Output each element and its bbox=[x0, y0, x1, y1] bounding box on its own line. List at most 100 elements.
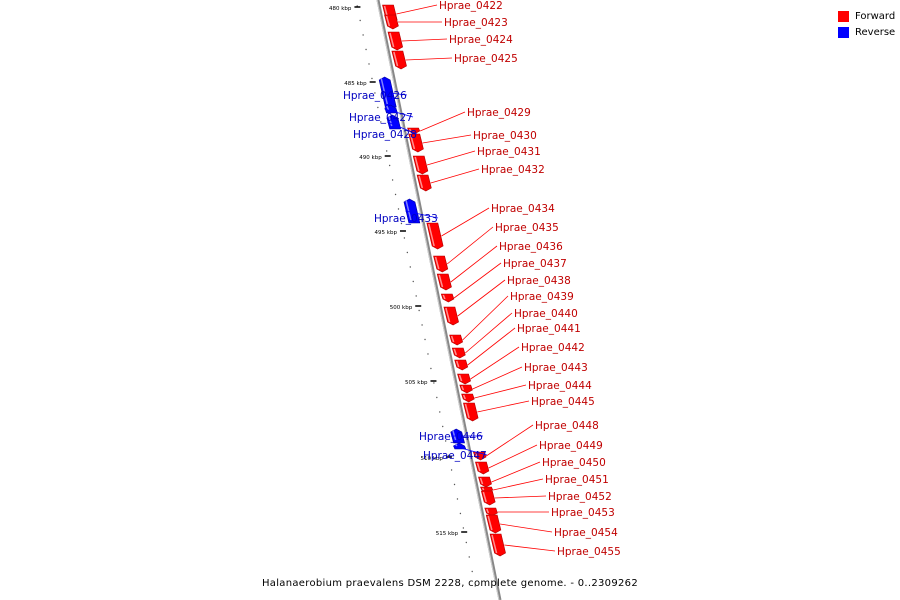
gene-highlight bbox=[393, 51, 399, 67]
gene-leader-line bbox=[462, 295, 509, 341]
minor-tick bbox=[442, 425, 444, 428]
minor-tick bbox=[406, 251, 409, 254]
gene-label: Hprae_0450 bbox=[542, 457, 606, 469]
minor-tick bbox=[474, 585, 476, 587]
minor-tick bbox=[418, 309, 420, 312]
minor-tick bbox=[415, 295, 417, 297]
gene-label: Hprae_0454 bbox=[554, 527, 618, 539]
gene-highlight bbox=[481, 487, 485, 491]
gene-highlight bbox=[389, 32, 395, 48]
minor-tick bbox=[453, 483, 456, 486]
gene-label: Hprae_0448 bbox=[535, 420, 599, 432]
gene-highlight bbox=[491, 534, 498, 554]
gene-label: Hprae_0428 bbox=[353, 129, 417, 141]
tick-label: 495 kbp bbox=[375, 230, 398, 236]
gene-leader-line bbox=[493, 478, 544, 491]
tick-layer: 480 kbp 485 kbp 490 kbp 495 kbp 500 kbp 505 k… bbox=[329, 6, 468, 537]
gene-leader-line bbox=[453, 445, 488, 456]
gene-leader-line bbox=[499, 523, 553, 533]
gene-leader-line bbox=[419, 111, 466, 132]
minor-tick bbox=[433, 382, 435, 384]
tick-label: 510 kbp bbox=[421, 456, 444, 462]
gene-label: Hprae_0434 bbox=[491, 203, 555, 215]
gene-highlight bbox=[453, 348, 458, 356]
gene-label: Hprae_0445 bbox=[531, 396, 595, 408]
gene-leader-line bbox=[426, 150, 476, 166]
genome-caption: Halanaerobium praevalens DSM 2228, compl… bbox=[261, 578, 638, 589]
gene-leader-line bbox=[488, 444, 538, 469]
gene-highlight bbox=[458, 374, 463, 382]
minor-tick bbox=[424, 338, 426, 341]
gene-leader-line bbox=[405, 210, 439, 219]
gene-highlight bbox=[434, 256, 440, 270]
minor-tick bbox=[412, 280, 414, 283]
gene-highlight bbox=[462, 394, 466, 400]
minor-tick bbox=[359, 19, 361, 22]
tick-label: 515 kbp bbox=[436, 531, 459, 537]
legend-item-reverse: Reverse bbox=[838, 24, 895, 40]
gene-label: Hprae_0424 bbox=[449, 34, 513, 46]
gene-highlight bbox=[450, 335, 455, 343]
minor-tick bbox=[365, 48, 367, 51]
legend-label-forward: Forward bbox=[855, 10, 896, 22]
gene-label: Hprae_0442 bbox=[521, 342, 585, 354]
tick-label: 490 kbp bbox=[359, 155, 382, 161]
gene-highlight bbox=[445, 307, 451, 323]
gene-highlight bbox=[454, 443, 458, 447]
gene-label: Hprae_0437 bbox=[503, 258, 567, 270]
legend-swatch-reverse bbox=[838, 26, 849, 38]
minor-tick bbox=[456, 498, 459, 500]
gene-label: Hprae_0452 bbox=[548, 491, 612, 503]
gene-leader-line bbox=[477, 400, 530, 413]
minor-tick bbox=[400, 222, 403, 225]
gene-layer bbox=[378, 4, 506, 557]
tick-label: 480 kbp bbox=[329, 6, 352, 12]
gene-label: Hprae_0427 bbox=[349, 112, 413, 124]
legend-label-reverse: Reverse bbox=[855, 26, 896, 38]
minor-tick bbox=[447, 454, 450, 457]
gene-label: Hprae_0429 bbox=[467, 107, 531, 119]
gene-leader-line bbox=[441, 207, 490, 237]
minor-tick bbox=[430, 367, 432, 370]
minor-tick bbox=[450, 469, 453, 471]
gene-label: Hprae_0443 bbox=[524, 362, 588, 374]
gene-highlight bbox=[428, 223, 435, 247]
gene-label: Hprae_0426 bbox=[343, 90, 407, 102]
tick-label: 500 kbp bbox=[390, 305, 413, 311]
gene-label: Hprae_0435 bbox=[495, 222, 559, 234]
minor-tick bbox=[397, 208, 400, 210]
minor-tick bbox=[391, 179, 394, 181]
gene-leader-line bbox=[494, 495, 547, 499]
gene-highlight bbox=[461, 385, 465, 391]
gene-label: Hprae_0444 bbox=[528, 380, 592, 392]
gene-highlight bbox=[442, 294, 446, 300]
gene-label: Hprae_0438 bbox=[507, 275, 571, 287]
gene-highlight bbox=[418, 175, 424, 189]
gene-leader-line bbox=[396, 4, 438, 15]
minor-tick bbox=[368, 63, 370, 65]
gene-label: Hprae_0446 bbox=[419, 431, 483, 443]
label-layer: Hprae_0422 Hprae_0423 Hprae_0424 Hprae_0425… bbox=[343, 0, 621, 558]
gene-label: Hprae_0447 bbox=[423, 450, 487, 462]
gene-leader-line bbox=[430, 168, 480, 184]
minor-tick bbox=[403, 237, 406, 239]
minor-tick bbox=[421, 324, 423, 326]
minor-tick bbox=[380, 121, 382, 123]
gene-highlight bbox=[414, 156, 420, 172]
gene-leader-line bbox=[457, 279, 506, 317]
legend-item-forward: Forward bbox=[838, 8, 895, 24]
legend: Forward Reverse bbox=[838, 8, 895, 40]
gene-leader-line bbox=[453, 262, 502, 299]
tick-label: 485 kbp bbox=[344, 81, 367, 87]
gene-leader-line bbox=[450, 245, 498, 283]
gene-label: Hprae_0441 bbox=[517, 323, 581, 335]
tick-label: 505 kbp bbox=[405, 380, 428, 386]
gene-highlight bbox=[476, 462, 481, 472]
gene-label: Hprae_0439 bbox=[510, 291, 574, 303]
minor-tick bbox=[388, 164, 391, 167]
genome-axis-highlight bbox=[376, 0, 500, 600]
minor-tick bbox=[386, 150, 388, 152]
gene-leader-line bbox=[446, 226, 494, 265]
minor-tick bbox=[465, 541, 468, 544]
